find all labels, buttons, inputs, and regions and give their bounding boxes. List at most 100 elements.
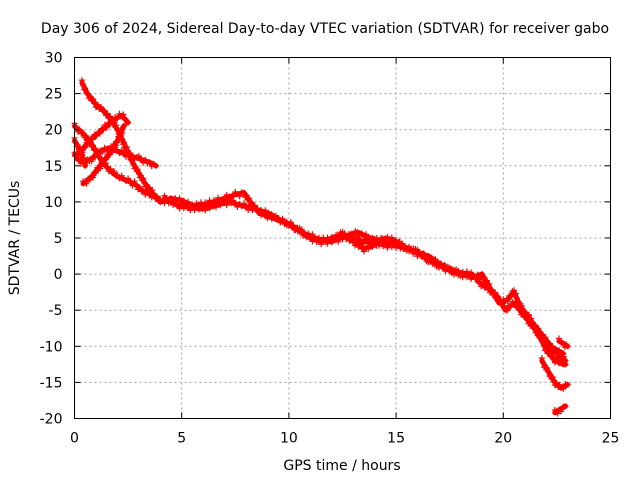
data-point [176, 195, 183, 202]
data-point [133, 182, 140, 189]
data-point [518, 305, 525, 312]
data-point [89, 142, 96, 149]
data-point [206, 205, 213, 212]
data-point [202, 207, 209, 214]
data-point [107, 166, 114, 173]
data-point [113, 122, 120, 129]
data-point [217, 202, 224, 209]
axis-ticks: 0 5 10 15 20 25 -20 -15 -10 -5 0 5 10 15 20 25 30 [40, 51, 620, 447]
data-point [497, 297, 504, 304]
chart-title: Day 306 of 2024, Sidereal Day-to-day VTE… [41, 21, 609, 37]
data-point [353, 240, 360, 247]
data-point [230, 197, 237, 204]
data-point [560, 361, 567, 368]
data-point [140, 188, 147, 195]
data-point [248, 199, 255, 206]
data-point [309, 231, 316, 238]
data-point [305, 230, 312, 237]
data-point [509, 298, 516, 305]
data-point [550, 355, 557, 362]
y-tick-label: 15 [45, 159, 63, 175]
data-point [512, 300, 519, 306]
y-tick-label: 30 [45, 51, 63, 67]
data-point [481, 274, 488, 281]
data-point [80, 81, 87, 88]
y-axis-label: SDTVAR / TECUs [7, 181, 23, 296]
data-point [492, 289, 499, 296]
data-point [344, 234, 351, 241]
data-point [360, 239, 367, 246]
data-point [461, 272, 468, 278]
data-point [125, 119, 132, 126]
data-point [120, 123, 127, 130]
data-point [504, 307, 511, 314]
data-point [127, 150, 134, 156]
data-point [134, 166, 141, 173]
data-point [437, 260, 444, 267]
data-point [79, 77, 85, 84]
data-point [118, 147, 125, 154]
data-layer [71, 77, 571, 417]
data-point [100, 126, 107, 133]
data-point [98, 104, 105, 110]
data-point [335, 238, 342, 245]
data-point [80, 130, 87, 137]
x-tick-label: 20 [494, 431, 512, 447]
data-point [110, 117, 117, 124]
data-point [532, 322, 539, 329]
data-point [119, 129, 125, 136]
y-tick-label: 5 [54, 231, 63, 247]
data-point [539, 331, 546, 338]
data-point [91, 100, 98, 107]
data-point [298, 226, 305, 233]
data-point [373, 242, 380, 249]
data-point [279, 217, 286, 224]
data-point [560, 340, 567, 347]
data-point [360, 248, 367, 255]
data-point [557, 351, 564, 358]
data-point [101, 107, 108, 114]
data-point [93, 132, 100, 139]
data-point [328, 239, 335, 246]
data-point [421, 250, 427, 257]
data-point [180, 197, 187, 204]
data-point [120, 150, 127, 157]
data-point [240, 200, 247, 207]
data-point [90, 96, 97, 102]
data-point [118, 172, 125, 179]
data-point [168, 198, 174, 204]
data-point [236, 193, 243, 200]
data-point [95, 150, 102, 157]
data-point [528, 315, 535, 322]
data-point [488, 287, 495, 294]
data-point [341, 232, 348, 239]
data-point [455, 267, 462, 274]
data-point [119, 124, 126, 131]
data-point [507, 303, 514, 310]
data-point [553, 379, 560, 386]
y-tick-label: -20 [40, 412, 63, 428]
data-point [146, 159, 153, 166]
data-point [560, 385, 567, 392]
x-tick-label: 0 [70, 431, 79, 447]
data-point [163, 196, 170, 203]
data-point [102, 156, 109, 163]
data-point [83, 180, 90, 187]
data-series [161, 192, 477, 279]
data-point [441, 262, 448, 269]
data-point [398, 242, 405, 249]
data-point [195, 206, 202, 213]
data-point [388, 234, 395, 241]
data-point [87, 93, 94, 100]
data-point [406, 243, 412, 250]
data-point [107, 143, 114, 150]
data-point [543, 346, 550, 352]
data-point [107, 121, 114, 128]
data-series [551, 403, 569, 417]
data-point [136, 184, 143, 191]
data-point [127, 179, 134, 185]
data-point [500, 300, 506, 307]
data-point [425, 253, 432, 259]
data-point [457, 272, 464, 279]
